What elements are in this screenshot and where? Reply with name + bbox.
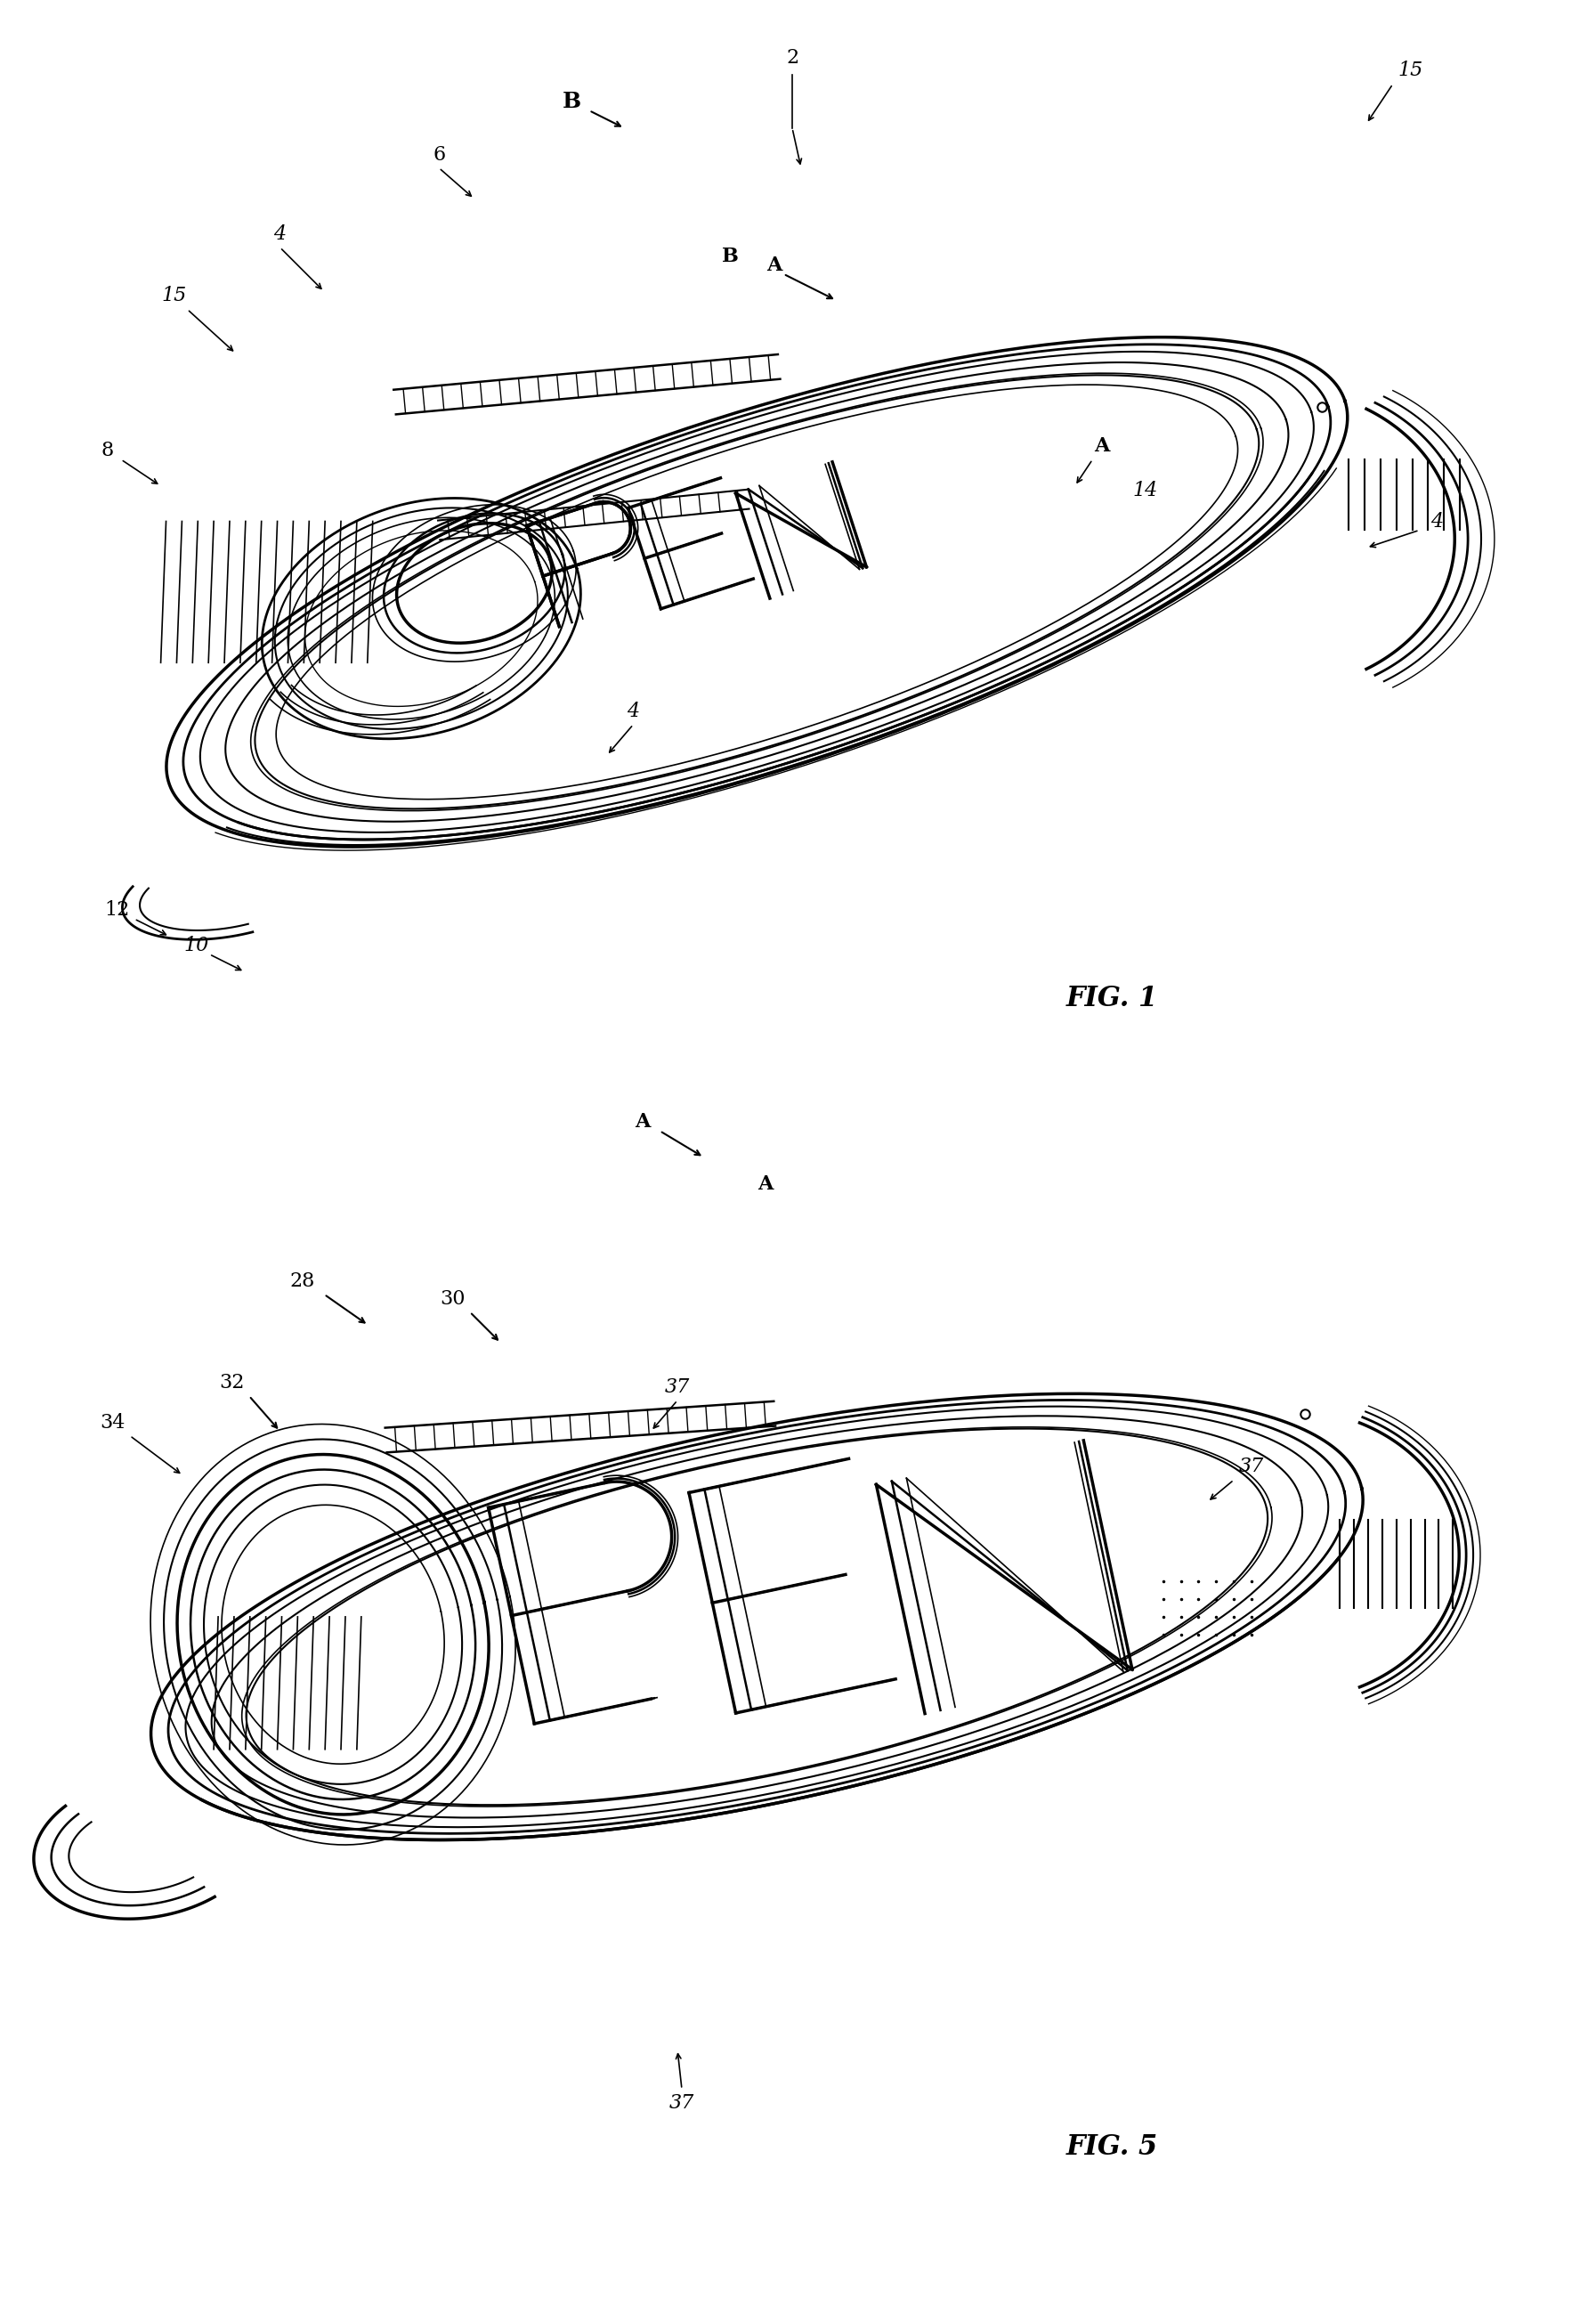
Text: 12: 12 (104, 901, 129, 919)
Text: 4: 4 (627, 701, 640, 722)
Text: 28: 28 (289, 1271, 314, 1291)
Text: 10: 10 (184, 935, 209, 956)
Text: 30: 30 (439, 1289, 464, 1308)
Text: B: B (562, 92, 581, 113)
Text: A: A (758, 1174, 774, 1193)
Text: FIG. 1: FIG. 1 (1066, 984, 1159, 1011)
Text: 37: 37 (666, 1377, 689, 1397)
Text: 37: 37 (1238, 1457, 1264, 1475)
Text: A: A (766, 255, 782, 276)
Ellipse shape (251, 372, 1262, 811)
Text: B: B (721, 246, 739, 267)
Text: 8: 8 (102, 441, 113, 460)
Text: 37: 37 (669, 2093, 694, 2112)
Text: 4: 4 (273, 225, 286, 244)
Text: A: A (1093, 437, 1109, 455)
Text: 32: 32 (219, 1372, 244, 1393)
Text: 4: 4 (1430, 512, 1443, 531)
Text: FIG. 5: FIG. 5 (1066, 2133, 1159, 2160)
Ellipse shape (243, 1427, 1272, 1806)
Text: 2: 2 (785, 48, 798, 67)
Text: 15: 15 (161, 287, 187, 306)
Text: 34: 34 (99, 1413, 124, 1432)
Text: 6: 6 (433, 145, 445, 165)
Text: 15: 15 (1398, 62, 1424, 80)
Text: A: A (634, 1112, 650, 1133)
Text: 14: 14 (1133, 480, 1159, 501)
